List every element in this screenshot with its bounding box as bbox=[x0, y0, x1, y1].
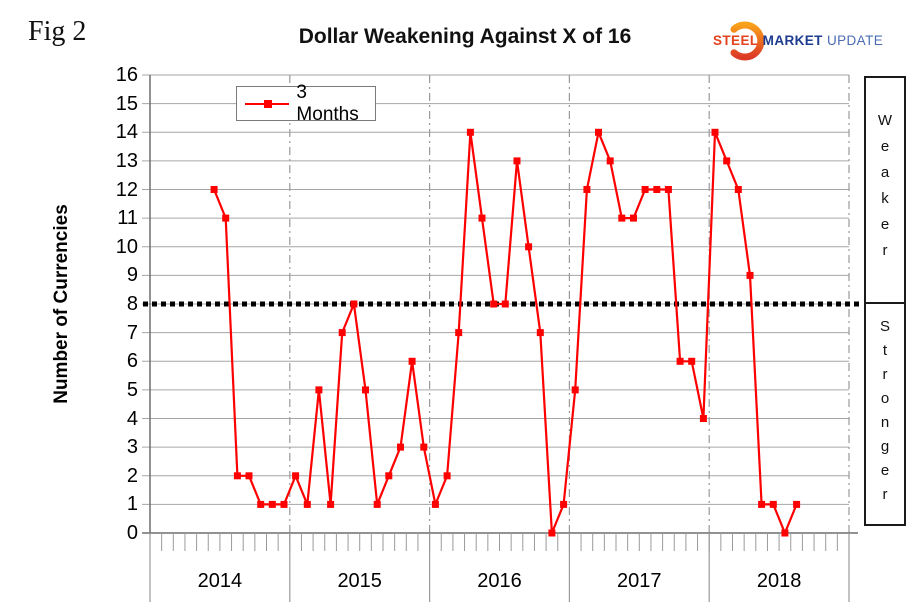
data-point-marker bbox=[257, 500, 265, 508]
logo-text-market: MARKET bbox=[762, 33, 823, 48]
y-axis-tick-label: 15 bbox=[115, 92, 138, 115]
data-point-marker bbox=[513, 157, 521, 165]
data-point-marker bbox=[699, 415, 707, 422]
steel-market-update-logo: STEEL MARKET UPDATE bbox=[703, 19, 883, 63]
data-point-marker bbox=[478, 214, 486, 222]
data-point-marker bbox=[420, 443, 428, 451]
legend-label: 3 Months bbox=[296, 81, 359, 125]
data-point-marker bbox=[268, 500, 276, 508]
data-point-marker bbox=[688, 357, 696, 365]
y-axis-tick-label: 6 bbox=[126, 350, 138, 373]
data-point-marker bbox=[431, 500, 439, 508]
data-point-marker bbox=[536, 329, 544, 337]
logo-text-update: UPDATE bbox=[826, 33, 884, 48]
data-point-marker bbox=[443, 472, 451, 480]
legend-series-marker-icon bbox=[245, 99, 290, 108]
data-point-marker bbox=[280, 500, 288, 508]
y-axis-tick-label: 14 bbox=[115, 121, 138, 144]
data-point-marker bbox=[397, 443, 404, 451]
data-point-marker bbox=[606, 157, 614, 165]
stronger-zone-box: Stronger bbox=[864, 304, 906, 526]
data-point-marker bbox=[350, 300, 358, 308]
figure-number-label: Fig 2 bbox=[28, 16, 87, 47]
data-point-marker bbox=[630, 214, 637, 222]
logo-swoosh-icon bbox=[730, 21, 765, 61]
logo-text: STEEL MARKET UPDATE bbox=[713, 33, 883, 48]
data-point-marker bbox=[548, 529, 556, 537]
y-axis-tick-label: 9 bbox=[126, 264, 138, 287]
data-point-marker bbox=[233, 472, 241, 480]
y-axis-tick-label: 1 bbox=[126, 493, 138, 516]
data-point-marker bbox=[734, 186, 742, 193]
data-point-marker bbox=[618, 214, 626, 222]
y-axis-tick-label: 3 bbox=[126, 436, 138, 459]
data-point-marker bbox=[525, 243, 533, 251]
data-point-marker bbox=[560, 500, 568, 508]
data-point-marker bbox=[653, 186, 661, 193]
data-point-marker bbox=[793, 500, 801, 508]
x-axis-year-label: 2014 bbox=[197, 570, 243, 592]
data-point-marker bbox=[210, 186, 218, 193]
data-point-marker bbox=[723, 157, 731, 165]
logo-text-steel: STEEL bbox=[713, 33, 759, 48]
x-axis-year-label: 2017 bbox=[617, 570, 662, 592]
data-point-marker bbox=[781, 529, 789, 537]
data-point-marker bbox=[222, 214, 230, 222]
data-point-marker bbox=[385, 472, 393, 480]
data-point-marker bbox=[338, 329, 346, 337]
data-point-marker bbox=[455, 329, 463, 337]
data-point-marker bbox=[676, 357, 684, 365]
y-axis-tick-label: 12 bbox=[115, 178, 138, 201]
y-axis-tick-label: 2 bbox=[126, 464, 138, 487]
data-point-marker bbox=[327, 500, 335, 508]
data-point-marker bbox=[746, 271, 754, 279]
data-point-marker bbox=[408, 357, 416, 365]
y-axis-tick-label: 13 bbox=[115, 149, 138, 172]
data-point-marker bbox=[641, 186, 649, 193]
data-point-marker bbox=[292, 472, 300, 480]
data-point-marker bbox=[490, 300, 498, 308]
x-axis-year-label: 2016 bbox=[477, 570, 522, 592]
y-axis-tick-label: 16 bbox=[115, 64, 138, 86]
weaker-zone-box: Weaker bbox=[864, 76, 906, 304]
data-point-marker bbox=[758, 500, 766, 508]
data-point-marker bbox=[501, 300, 509, 308]
y-axis-tick-label: 0 bbox=[126, 522, 138, 544]
y-axis-tick-label: 8 bbox=[126, 293, 138, 315]
y-axis-tick-label: 7 bbox=[126, 321, 138, 344]
x-axis-year-label: 2015 bbox=[337, 570, 382, 592]
data-point-marker bbox=[466, 128, 474, 136]
data-point-marker bbox=[664, 186, 672, 193]
data-point-marker bbox=[303, 500, 311, 508]
x-axis-year-label: 2018 bbox=[756, 570, 802, 592]
data-point-marker bbox=[362, 386, 369, 394]
y-axis-tick-label: 11 bbox=[117, 207, 138, 230]
y-axis-tick-label: 4 bbox=[126, 407, 138, 430]
chart-title: Dollar Weakening Against X of 16 bbox=[298, 25, 632, 48]
data-point-marker bbox=[373, 500, 381, 508]
data-point-marker bbox=[571, 386, 579, 394]
data-point-marker bbox=[315, 386, 323, 394]
data-point-marker bbox=[245, 472, 253, 480]
y-axis-tick-label: 10 bbox=[115, 235, 138, 258]
weaker-label: Weaker bbox=[876, 112, 894, 268]
data-point-marker bbox=[711, 128, 719, 136]
data-point-marker bbox=[595, 128, 602, 136]
y-axis-tick-label: 5 bbox=[126, 378, 138, 401]
data-point-marker bbox=[769, 500, 777, 508]
stronger-label: Stronger bbox=[876, 318, 894, 510]
y-axis-title: Number of Currencies bbox=[51, 204, 72, 404]
data-point-marker bbox=[583, 186, 591, 193]
legend-box: 3 Months bbox=[236, 82, 376, 125]
